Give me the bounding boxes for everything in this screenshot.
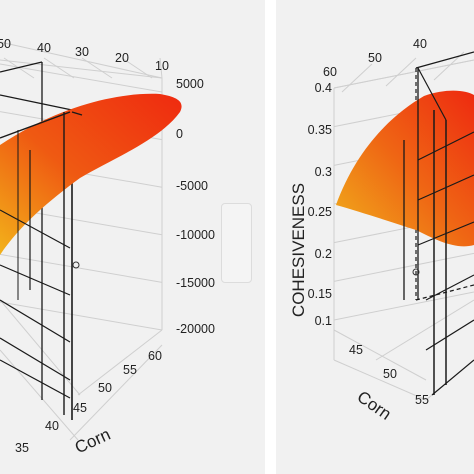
inner-edge xyxy=(0,61,43,73)
left-front-grid xyxy=(0,111,83,415)
z-tick-label: 0.3 xyxy=(315,165,332,179)
front-grid-line xyxy=(0,299,71,343)
z-tick-label: 0.2 xyxy=(315,247,332,261)
top-tick-label: 60 xyxy=(323,65,337,79)
front-grid-line xyxy=(417,174,474,201)
top-grid-line xyxy=(121,57,153,79)
front-grid-line xyxy=(431,359,474,396)
floor-grid-line xyxy=(0,299,81,396)
z-tick-label: -10000 xyxy=(176,228,215,242)
floor-edge xyxy=(333,359,427,401)
top-tick-label: 50 xyxy=(368,51,382,65)
y-tick-label: 40 xyxy=(45,419,59,433)
top-edge xyxy=(0,59,163,79)
front-grid-line xyxy=(417,221,474,246)
x-tick-label: 50 xyxy=(383,367,397,381)
z-tick-label: -15000 xyxy=(176,276,215,290)
right-plot-canvas: 0.4 0.35 0.3 0.25 0.2 0.15 0.1 60 50 40 45 50 55 COHE… xyxy=(289,37,474,424)
top-tick-label: 10 xyxy=(155,59,169,73)
floor-grid-line xyxy=(375,299,474,361)
top-back-edge xyxy=(0,41,163,79)
z-grid-line xyxy=(333,59,474,89)
z-tick-label: -20000 xyxy=(176,322,215,336)
front-grid-line xyxy=(0,264,71,296)
z-tick-label: 0.4 xyxy=(315,81,332,95)
left-plot-canvas: 50 40 30 20 10 5000 0 -5000 -10000 -15000 -20000 45… xyxy=(0,37,215,458)
floor-grid-line xyxy=(0,349,79,441)
top-grid-line xyxy=(43,57,75,79)
z-tick-label: 5000 xyxy=(176,77,204,91)
top-tick-label: 40 xyxy=(37,41,51,55)
inner-edge xyxy=(415,51,474,69)
front-grid-line xyxy=(425,319,474,351)
front-grid-line xyxy=(0,337,71,381)
z-grid-line xyxy=(0,63,163,93)
top-tick-label: 30 xyxy=(75,45,89,59)
x-axis-title: Corn xyxy=(354,387,395,424)
x-tick-label: 55 xyxy=(415,393,429,407)
left-surface-plot: 50 40 30 20 10 5000 0 -5000 -10000 -15000 -20000 45… xyxy=(0,0,265,474)
z-tick-label: 0.25 xyxy=(308,205,332,219)
z-tick-label: 0.35 xyxy=(308,123,332,137)
y-tick-label: 35 xyxy=(15,441,29,455)
top-tick-label: 20 xyxy=(115,51,129,65)
front-grid-line xyxy=(417,67,447,121)
front-grid-line xyxy=(71,111,83,116)
z-axis-title: COHESIVENESS xyxy=(289,183,308,317)
floor-grid-line xyxy=(333,329,427,381)
z-grid-line xyxy=(333,291,474,321)
inner-edge xyxy=(0,94,73,111)
design-point-marker xyxy=(412,268,420,276)
x-tick-label: 55 xyxy=(123,363,137,377)
z-grid-line xyxy=(0,253,163,283)
front-grid-line xyxy=(0,209,71,249)
floor-grid-line xyxy=(69,344,163,441)
panel-divider xyxy=(265,0,276,474)
carousel-handle[interactable] xyxy=(221,203,252,283)
z-grid-line xyxy=(0,301,163,331)
x-tick-label: 50 xyxy=(98,381,112,395)
x-tick-label: 45 xyxy=(73,401,87,415)
left-response-surface xyxy=(0,93,182,255)
z-tick-label: 0 xyxy=(176,127,183,141)
front-grid-line xyxy=(417,131,474,161)
z-tick-label: 0.15 xyxy=(308,287,332,301)
top-grid-line xyxy=(385,57,417,87)
x-tick-label: 45 xyxy=(349,343,363,357)
front-grid-line xyxy=(425,274,474,301)
x-tick-label: 60 xyxy=(148,349,162,363)
design-point-marker xyxy=(72,261,80,269)
z-tick-label: -5000 xyxy=(176,179,208,193)
x-axis-title: Corn xyxy=(72,425,113,458)
front-grid-line xyxy=(0,359,71,399)
right-front-grid xyxy=(403,67,474,396)
floor-edge xyxy=(77,329,163,396)
top-tick-label: 40 xyxy=(413,37,427,51)
front-grid-line xyxy=(0,111,71,139)
z-tick-label: 0.1 xyxy=(315,314,332,328)
top-grid-line xyxy=(159,57,163,79)
top-grid-line xyxy=(341,63,373,93)
right-surface-plot: 0.4 0.35 0.3 0.25 0.2 0.15 0.1 60 50 40 45 50 55 COHE… xyxy=(276,0,474,474)
left-box-frame xyxy=(0,41,163,441)
top-grid-line xyxy=(81,57,113,79)
inner-edge xyxy=(415,284,474,301)
top-tick-label: 50 xyxy=(0,37,11,51)
right-response-surface xyxy=(336,90,474,247)
